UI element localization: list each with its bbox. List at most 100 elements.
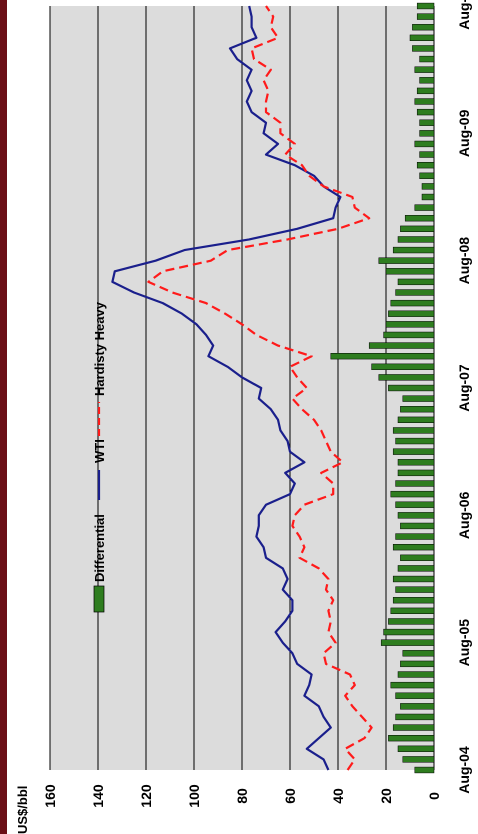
differential-bar [419, 55, 435, 63]
differential-bar [404, 215, 435, 222]
x-tick-label: Aug-04 [456, 746, 472, 794]
legend: Differential WTI Hardisty Heavy [92, 301, 107, 613]
differential-bar [390, 681, 435, 689]
differential-bar [397, 565, 435, 572]
wti-line [111, 5, 342, 771]
differential-bar [421, 193, 435, 201]
y-tick-label: 20 [378, 788, 394, 804]
differential-bar [416, 13, 435, 20]
differential-bar [397, 416, 435, 424]
y-tick-label: 40 [330, 788, 346, 804]
differential-bar [419, 77, 435, 84]
differential-bar [400, 522, 435, 530]
differential-bar [421, 183, 435, 190]
x-tick-label: Aug-08 [456, 237, 472, 285]
differential-bar [390, 299, 435, 307]
x-tick-label: Aug-06 [456, 491, 472, 539]
differential-bar [412, 45, 435, 52]
differential-bar [392, 543, 435, 551]
differential-bar [392, 246, 435, 254]
y-tick-label: 140 [90, 784, 106, 808]
differential-bar [400, 703, 435, 710]
differential-bar [397, 745, 435, 752]
differential-bar [378, 257, 435, 264]
differential-bar [380, 639, 435, 646]
differential-bar [371, 363, 435, 370]
left-border-strip [0, 0, 7, 834]
differential-bar [388, 310, 435, 317]
differential-bar [378, 374, 435, 381]
differential-bar [392, 597, 435, 604]
differential-bar [390, 490, 435, 498]
differential-bar [416, 108, 435, 116]
differential-bar [385, 321, 435, 328]
differential-bar [414, 204, 435, 211]
differential-bar [397, 512, 435, 519]
differential-bar [400, 554, 435, 561]
legend-label-differential: Differential [92, 514, 107, 582]
differential-bar [400, 660, 435, 668]
y-tick-label: 0 [426, 792, 442, 800]
differential-bar [419, 119, 435, 126]
differential-bars [330, 2, 435, 774]
legend-swatch-differential [93, 585, 105, 613]
y-tick-label: 100 [186, 784, 202, 808]
hardisty-heavy-line [147, 5, 373, 771]
differential-bar [388, 734, 435, 742]
differential-bar [414, 140, 435, 148]
y-tick-label: 160 [42, 784, 58, 808]
x-tick-label: Aug-09 [456, 109, 472, 157]
y-tick-label: 120 [138, 784, 154, 808]
unit-label: US$/bbl [15, 786, 30, 834]
differential-bar [412, 24, 435, 31]
differential-bar [402, 650, 435, 657]
y-axis-ticks: 0 20 40 60 80 100 120 140 160 [42, 784, 442, 808]
differential-bar [397, 671, 435, 678]
differential-bar [416, 87, 435, 95]
differential-bar [395, 692, 435, 699]
differential-bar [397, 278, 435, 286]
differential-bar [402, 395, 435, 402]
differential-bar [414, 766, 435, 774]
differential-bar [395, 480, 435, 487]
differential-bar [383, 331, 435, 339]
differential-bar [383, 628, 435, 636]
differential-bar [419, 130, 435, 137]
differential-bar [402, 756, 435, 763]
differential-bar [397, 469, 435, 477]
differential-bar [395, 713, 435, 721]
price-lines [111, 5, 373, 771]
differential-bar [392, 448, 435, 455]
y-tick-label: 60 [282, 788, 298, 804]
legend-label-hardisty-heavy: Hardisty Heavy [92, 301, 107, 396]
differential-bar [368, 342, 435, 349]
differential-bar [397, 459, 435, 466]
differential-bar [397, 236, 435, 243]
differential-bar [388, 618, 435, 625]
differential-bar [416, 161, 435, 169]
y-tick-label: 80 [234, 788, 250, 804]
differential-bar [409, 34, 435, 42]
differential-bar [392, 724, 435, 731]
differential-bar [388, 384, 435, 392]
differential-bar [390, 607, 435, 615]
differential-bar [330, 352, 435, 360]
differential-bar [419, 151, 435, 158]
differential-bar [416, 2, 435, 10]
differential-bar [395, 533, 435, 540]
differential-bar [400, 406, 435, 413]
differential-bar [395, 289, 435, 296]
differential-bar [400, 225, 435, 233]
differential-bar [392, 575, 435, 583]
differential-bar [392, 427, 435, 434]
differential-bar [414, 98, 435, 105]
differential-bar [385, 268, 435, 275]
x-axis-ticks: Aug-04 Aug-05 Aug-06 Aug-07 Aug-08 Aug-09 Aug-… [456, 0, 472, 794]
x-tick-label: Aug-05 [456, 619, 472, 667]
differential-bar [395, 586, 435, 593]
differential-bar [419, 172, 435, 179]
legend-label-wti: WTI [92, 439, 107, 463]
x-tick-label: Aug-10 [456, 0, 472, 30]
differential-bar [414, 66, 435, 73]
